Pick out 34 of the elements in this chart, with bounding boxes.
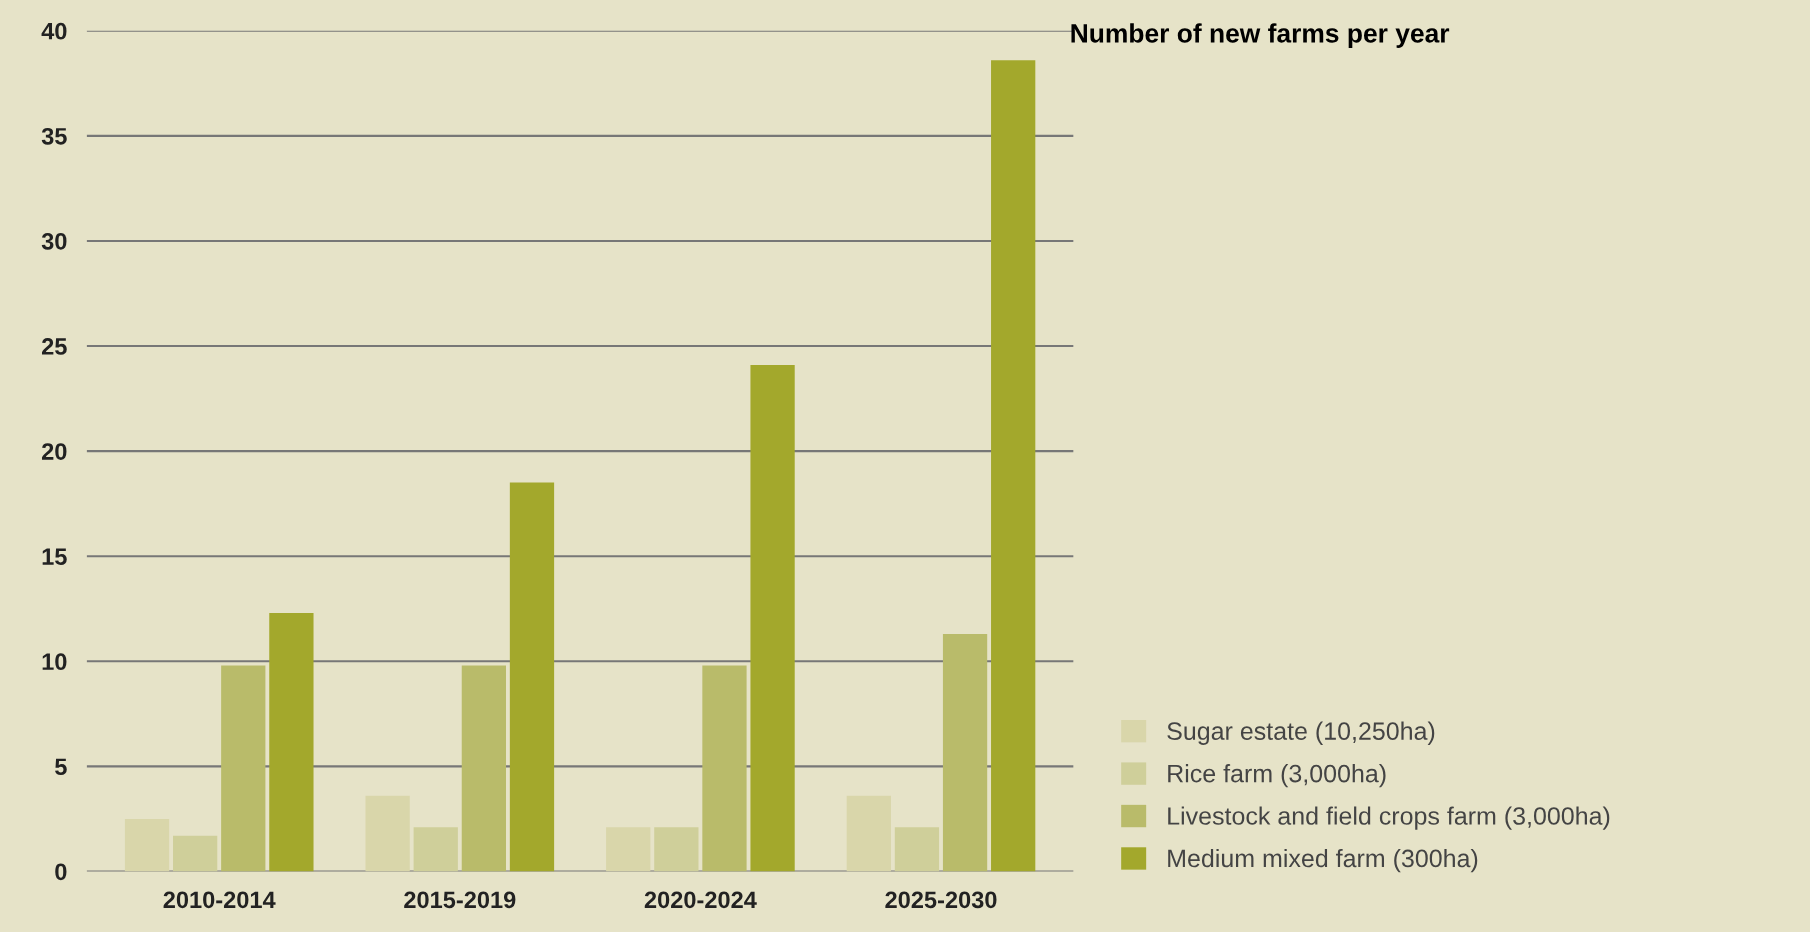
bar <box>606 827 651 872</box>
y-tick-label: 30 <box>41 232 67 250</box>
bar <box>702 665 747 872</box>
bar <box>846 795 891 872</box>
legend-label: Livestock and field crops farm (3,000ha) <box>1168 806 1610 830</box>
bar <box>461 665 506 872</box>
y-tick-label: 10 <box>42 653 67 671</box>
x-tick-label: 2010-2014 <box>163 891 276 909</box>
text: Number of new farms per year <box>1071 23 1450 48</box>
y-tick-label: 20 <box>41 443 67 460</box>
bar <box>894 827 940 872</box>
bar <box>509 482 555 872</box>
x-tick-label: 2015-2019 <box>404 891 516 909</box>
bar <box>942 633 988 872</box>
legend-label: Sugar estate (10,250ha) <box>1167 721 1435 745</box>
y-tick-label: 35 <box>41 127 67 145</box>
bar <box>173 835 218 872</box>
x-tick-label: 2020-2024 <box>644 891 757 909</box>
y-tick-label: 5 <box>55 758 67 776</box>
legend-label: Medium mixed farm (300ha) <box>1168 848 1478 873</box>
bar <box>654 827 699 872</box>
y-tick-label: 15 <box>42 548 67 565</box>
y-tick-label: 40 <box>41 22 67 40</box>
y-tick-label: 25 <box>41 338 67 355</box>
bar <box>750 364 795 872</box>
bar <box>124 818 170 872</box>
bar <box>365 795 410 872</box>
bar <box>221 665 266 872</box>
bar <box>269 612 314 872</box>
bar <box>991 60 1036 872</box>
x-tick-label: 2025-2030 <box>885 891 997 909</box>
legend-label: Rice farm (3,000ha) <box>1168 764 1386 788</box>
y-tick-label: 0 <box>55 863 67 881</box>
bar <box>413 827 458 872</box>
